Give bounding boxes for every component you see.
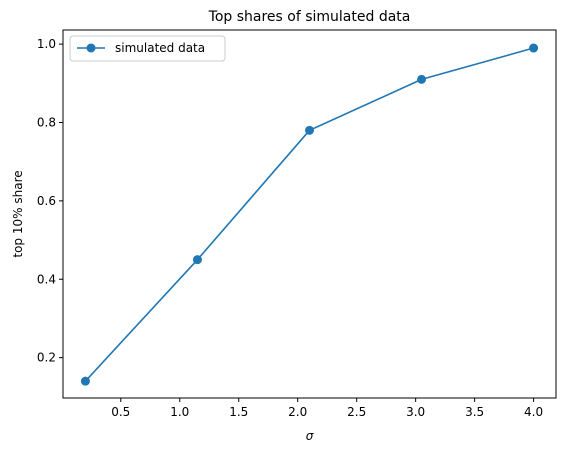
y-tick-label: 1.0 bbox=[37, 37, 56, 51]
y-axis: 0.2 0.4 0.6 0.8 1.0 bbox=[37, 37, 63, 365]
x-axis-label: σ bbox=[306, 429, 314, 443]
data-point bbox=[529, 43, 539, 53]
data-point bbox=[417, 74, 427, 84]
x-axis: 0.5 1.0 1.5 2.0 2.5 3.0 3.5 4.0 bbox=[111, 398, 543, 419]
data-point bbox=[80, 376, 90, 386]
legend: simulated data bbox=[69, 35, 226, 62]
data-point bbox=[305, 125, 314, 135]
legend-label-simulated-data: simulated data bbox=[115, 41, 205, 55]
legend-box bbox=[69, 35, 226, 62]
y-axis-label: top 10% share bbox=[11, 170, 25, 257]
plot-area-background bbox=[63, 30, 556, 398]
x-tick-label: 0.5 bbox=[111, 405, 130, 419]
x-tick-label: 3.5 bbox=[465, 405, 484, 419]
x-tick-label: 2.5 bbox=[347, 405, 366, 419]
series-layer bbox=[80, 43, 539, 386]
x-tick-label: 3.0 bbox=[406, 405, 425, 419]
chart-title: Top shares of simulated data bbox=[208, 9, 411, 25]
y-tick-label: 0.8 bbox=[37, 115, 56, 129]
x-tick-label: 1.0 bbox=[170, 405, 189, 419]
x-tick-label: 2.0 bbox=[288, 405, 307, 419]
legend-marker-simulated-data bbox=[86, 43, 96, 53]
y-tick-label: 0.6 bbox=[37, 194, 56, 208]
y-tick-label: 0.4 bbox=[37, 272, 56, 286]
x-tick-label: 4.0 bbox=[524, 405, 543, 419]
data-point bbox=[192, 255, 202, 265]
axes-frame bbox=[62, 29, 557, 399]
y-tick-label: 0.2 bbox=[37, 351, 56, 365]
x-tick-label: 1.5 bbox=[229, 405, 248, 419]
